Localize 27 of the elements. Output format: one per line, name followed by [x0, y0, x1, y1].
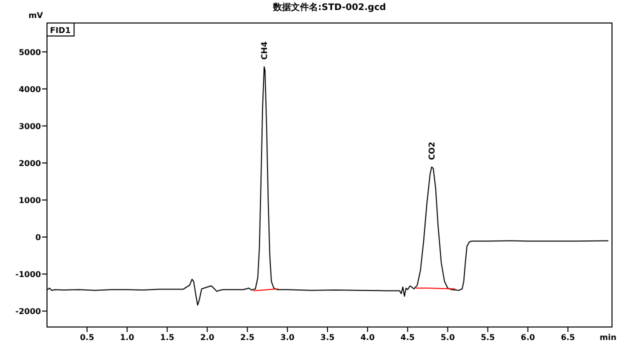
- x-tick-label: 5.5: [480, 333, 496, 342]
- x-tick-label: 6.0: [520, 333, 536, 342]
- x-tick-label: 2.5: [240, 333, 255, 342]
- y-tick-label: 5000: [18, 48, 42, 57]
- y-tick-label: 4000: [18, 84, 42, 94]
- x-tick-label: 3.5: [320, 333, 336, 342]
- y-tick-label: 1000: [18, 196, 42, 205]
- x-tick-label: 6.5: [560, 333, 576, 342]
- annotation: CH4: [260, 41, 270, 60]
- chart-title: 数据文件名:STD-002.gcd: [272, 2, 386, 13]
- annotation: CO2: [428, 142, 437, 160]
- x-tick-label: 1.0: [120, 333, 135, 342]
- y-axis-title: mV: [28, 11, 44, 20]
- annotation: FID1: [50, 26, 72, 35]
- x-axis-title: min: [600, 333, 617, 342]
- y-tick-label: -2000: [15, 307, 42, 316]
- x-tick-label: 3.0: [280, 333, 295, 342]
- y-tick-label: 0: [35, 233, 42, 242]
- x-tick-label: 5.0: [440, 333, 456, 342]
- x-tick-label: 0.5: [80, 333, 95, 342]
- x-tick-label: 4.5: [400, 333, 416, 342]
- y-tick-label: -1000: [15, 270, 42, 280]
- x-tick-label: 1.5: [160, 333, 175, 342]
- y-tick-label: 3000: [18, 122, 42, 131]
- y-tick-label: 2000: [18, 158, 42, 168]
- x-tick-label: 2.0: [200, 333, 215, 342]
- x-tick-label: 4.0: [360, 333, 376, 342]
